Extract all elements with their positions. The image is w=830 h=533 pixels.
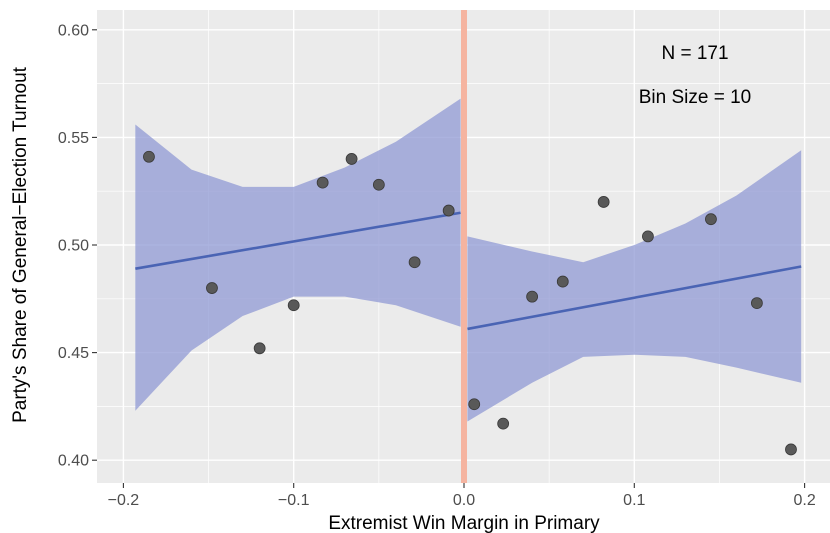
x-tick-label: 0.2 bbox=[793, 492, 815, 509]
data-point bbox=[556, 275, 569, 288]
data-point bbox=[497, 417, 510, 430]
x-axis-title: Extremist Win Margin in Primary bbox=[328, 513, 600, 533]
data-point bbox=[468, 398, 481, 411]
y-tick-label: 0.55 bbox=[58, 130, 89, 147]
data-point bbox=[372, 178, 385, 191]
data-point bbox=[206, 282, 218, 294]
y-tick-label: 0.45 bbox=[58, 345, 89, 362]
x-tick-label: −0.2 bbox=[108, 492, 140, 509]
bin-size-annotation: Bin Size = 10 bbox=[639, 87, 752, 108]
data-point bbox=[316, 176, 329, 189]
data-point bbox=[785, 443, 797, 456]
data-point bbox=[526, 290, 539, 303]
x-tick-label: 0.1 bbox=[623, 492, 645, 509]
y-axis-title: Party's Share of General−Election Turnou… bbox=[10, 66, 31, 423]
data-point bbox=[345, 153, 358, 165]
n-annotation: N = 171 bbox=[661, 43, 728, 64]
y-tick-label: 0.50 bbox=[58, 238, 89, 255]
data-point bbox=[287, 299, 300, 312]
data-point bbox=[442, 204, 455, 217]
y-tick-label: 0.40 bbox=[58, 453, 89, 470]
data-point bbox=[253, 342, 266, 355]
confidence-ribbon-left bbox=[135, 98, 461, 411]
x-tick-label: −0.1 bbox=[278, 492, 310, 509]
fit-line-right bbox=[467, 265, 802, 331]
x-tick-label: 0.0 bbox=[453, 492, 475, 509]
fit-line-left bbox=[135, 211, 461, 270]
data-point bbox=[705, 213, 717, 226]
axis-ticks: −0.2 −0.1 0.0 0.1 0.2 0.40 0.45 0.50 0.55 0.60 bbox=[58, 22, 816, 509]
data-point bbox=[642, 230, 654, 243]
data-point bbox=[143, 150, 155, 163]
confidence-ribbons bbox=[135, 98, 802, 422]
scatter-points bbox=[143, 150, 797, 456]
y-tick-label: 0.60 bbox=[58, 22, 89, 39]
confidence-ribbon-right bbox=[467, 150, 802, 422]
data-point bbox=[751, 297, 763, 310]
fit-lines bbox=[135, 211, 802, 331]
data-point bbox=[408, 256, 421, 269]
data-point bbox=[597, 196, 610, 208]
